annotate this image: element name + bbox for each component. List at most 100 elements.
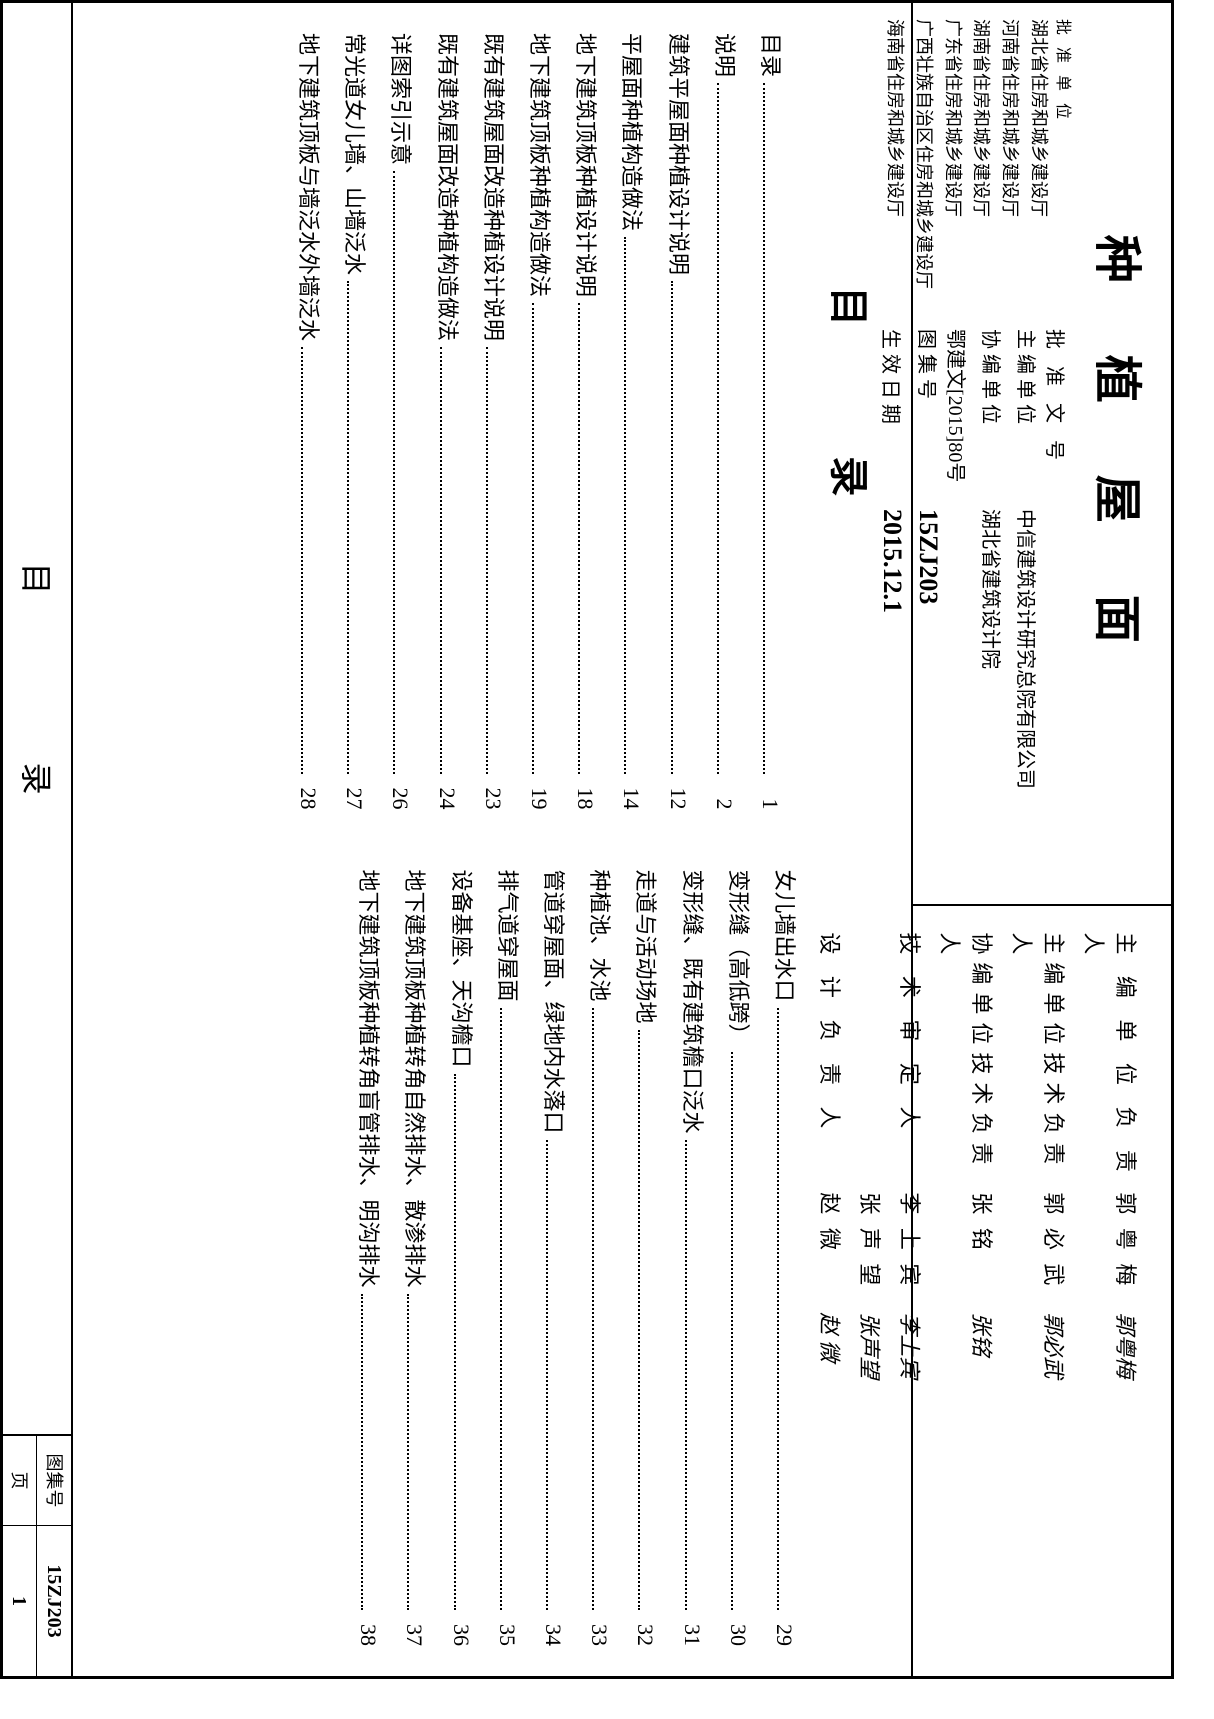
toc-item: 管道穿屋面、绿地内水落口 34 xyxy=(530,870,576,1647)
toc-dots xyxy=(347,281,349,773)
toc-dots xyxy=(532,303,534,773)
toc-item-page: 2 xyxy=(701,780,747,810)
toc-dots xyxy=(486,347,488,773)
toc-item-page: 37 xyxy=(391,1616,437,1646)
toc-item: 走道与活动场地32 xyxy=(622,870,668,1647)
toc-item-title: 女儿墙出水口 xyxy=(761,870,807,1002)
sig-name: 李 上 宾 xyxy=(895,1192,927,1312)
toc-item-title: 平屋面种植构造做法 xyxy=(608,33,654,231)
toc-dots xyxy=(578,303,580,773)
toc-dots xyxy=(361,1294,363,1610)
toc-item-page: 23 xyxy=(470,780,516,810)
footer-page-value: 1 xyxy=(2,1526,36,1676)
toc-dots xyxy=(500,1008,502,1610)
toc-item-title: 种植池、水池 xyxy=(576,870,622,1002)
toc-item-page: 27 xyxy=(331,780,377,810)
approving-units-label: 批 准 单 位 xyxy=(1053,19,1077,289)
approval-doc-value: 鄂建文[2015]80号 xyxy=(943,329,972,482)
toc-item: 说明 2 xyxy=(701,33,747,810)
atlas-no-label: 图 集 号 xyxy=(913,329,943,509)
approving-unit: 广东省住房和城乡建设厅 xyxy=(938,19,967,289)
toc-item-page: 18 xyxy=(562,780,608,810)
toc-item-page: 1 xyxy=(747,780,793,810)
toc-item-page: 33 xyxy=(576,1616,622,1646)
toc-item-title: 说明 xyxy=(701,33,747,77)
co-editor-value: 湖北省建筑设计院 xyxy=(978,509,1007,888)
toc-item: 地下建筑顶板种植构造做法19 xyxy=(516,33,562,810)
toc-item-title: 地下建筑顶板种植转角自然排水、散渗排水 xyxy=(391,870,437,1288)
toc-dots xyxy=(638,1030,640,1610)
toc-right-column: 女儿墙出水口 29 变形缝（高低跨） 30 变形缝、既有建筑檐口泛水 31走道与活动场地3… xyxy=(83,870,891,1647)
toc-dots xyxy=(777,1008,779,1610)
approval-doc-label: 批 准 文 号 xyxy=(1042,329,1071,489)
toc-dots xyxy=(408,1294,410,1610)
toc-item: 地下建筑顶板种植设计说明 18 xyxy=(562,33,608,810)
toc-item-page: 31 xyxy=(668,1616,714,1646)
chief-editor-label: 主 编 单 位 xyxy=(1013,329,1042,509)
toc-item-title: 设备基座、天沟檐口 xyxy=(438,870,484,1068)
approving-units-list: 湖北省住房和城乡建设厅 河南省住房和城乡建设厅 湖南省住房和城乡建设厅 广东省住… xyxy=(880,19,1053,289)
toc-item-title: 常光道女儿墙、山墙泛水 xyxy=(331,33,377,275)
toc-list-right: 女儿墙出水口 29 变形缝（高低跨） 30 变形缝、既有建筑檐口泛水 31走道与活动场地3… xyxy=(345,870,807,1647)
footer-atlas-label: 图集号 xyxy=(37,1436,71,1526)
toc-item: 详图索引示意 26 xyxy=(377,33,423,810)
toc-item: 变形缝（高低跨） 30 xyxy=(715,870,761,1647)
toc-heading: 目 录 xyxy=(793,33,891,810)
sig-role: 技 术 审 定 人 xyxy=(895,932,927,1192)
atlas-no-value: 15ZJ203 xyxy=(913,509,943,888)
sig-role: 协编单位技术负责人 xyxy=(935,932,999,1192)
sig-name: 张 铭 xyxy=(935,1192,999,1312)
toc-dots xyxy=(592,1008,594,1610)
toc-item: 女儿墙出水口 29 xyxy=(761,870,807,1647)
toc-dots xyxy=(301,347,303,773)
approving-unit: 广西壮族自治区住房和城乡建设厅 xyxy=(909,19,938,289)
toc-left-column: 目 录 目录1说明2建筑平屋面种植设计说明12平屋面种植构造做法14地下建筑顶板… xyxy=(83,33,891,810)
toc-item: 既有建筑屋面改造种植设计说明 23 xyxy=(470,33,516,810)
toc-item-page: 24 xyxy=(424,780,470,810)
document-title: 种 植 屋 面 xyxy=(1077,19,1163,888)
toc-item-page: 34 xyxy=(530,1616,576,1646)
footer-title: 目 录 xyxy=(3,3,71,1436)
toc-item-page: 26 xyxy=(377,780,423,810)
document-page: 种 植 屋 面 批 准 单 位 湖北省住房和城乡建设厅 河南省住房和城乡建设厅 … xyxy=(0,0,1174,1679)
toc-item-page: 32 xyxy=(622,1616,668,1646)
toc-dots xyxy=(440,347,442,773)
header-left: 种 植 屋 面 批 准 单 位 湖北省住房和城乡建设厅 河南省住房和城乡建设厅 … xyxy=(913,3,1171,906)
footer-atlas-value: 15ZJ203 xyxy=(37,1526,71,1676)
toc-item: 变形缝、既有建筑檐口泛水 31 xyxy=(668,870,714,1647)
toc-item-title: 变形缝（高低跨） xyxy=(715,870,761,1046)
toc-item: 地下建筑顶板种植转角盲管排水、明沟排水 38 xyxy=(345,870,391,1647)
sig-role: 主 编 单 位 负 责 人 xyxy=(1079,932,1143,1192)
sig-signature: 李上宾 xyxy=(895,1312,927,1650)
approving-unit: 河南省住房和城乡建设厅 xyxy=(995,19,1024,289)
toc-item: 排气道穿屋面 35 xyxy=(484,870,530,1647)
toc-item-title: 地下建筑顶板种植设计说明 xyxy=(562,33,608,297)
toc-dots xyxy=(394,171,396,773)
toc-item-title: 地下建筑顶板种植转角盲管排水、明沟排水 xyxy=(345,870,391,1288)
toc-item-title: 排气道穿屋面 xyxy=(484,870,530,1002)
toc-item-title: 管道穿屋面、绿地内水落口 xyxy=(530,870,576,1134)
toc-item-page: 29 xyxy=(761,1616,807,1646)
toc-dots xyxy=(685,1140,687,1610)
approving-unit: 湖南省住房和城乡建设厅 xyxy=(967,19,996,289)
toc-item: 建筑平屋面种植设计说明12 xyxy=(654,33,700,810)
header: 种 植 屋 面 批 准 单 位 湖北省住房和城乡建设厅 河南省住房和城乡建设厅 … xyxy=(911,3,1171,1676)
footer: 目 录 图集号 15ZJ203 页 1 xyxy=(3,3,73,1676)
toc-item-page: 19 xyxy=(516,780,562,810)
toc-item-page: 35 xyxy=(484,1616,530,1646)
footer-meta: 图集号 15ZJ203 页 1 xyxy=(3,1436,71,1676)
toc-dots xyxy=(454,1074,456,1610)
toc-dots xyxy=(671,281,673,773)
toc-item-title: 既有建筑屋面改造种植设计说明 xyxy=(470,33,516,341)
toc-item-page: 12 xyxy=(654,780,700,810)
toc-item-page: 30 xyxy=(715,1616,761,1646)
footer-page-label: 页 xyxy=(2,1436,36,1526)
toc-item-page: 36 xyxy=(438,1616,484,1646)
sig-signature: 郭粤梅 xyxy=(1079,1312,1143,1650)
toc-item-title: 详图索引示意 xyxy=(377,33,423,165)
toc-item-page: 38 xyxy=(345,1616,391,1646)
toc-item-title: 变形缝、既有建筑檐口泛水 xyxy=(668,870,714,1134)
toc-dots xyxy=(763,83,765,773)
approving-unit: 湖北省住房和城乡建设厅 xyxy=(1024,19,1053,289)
toc-item-page: 28 xyxy=(285,780,331,810)
